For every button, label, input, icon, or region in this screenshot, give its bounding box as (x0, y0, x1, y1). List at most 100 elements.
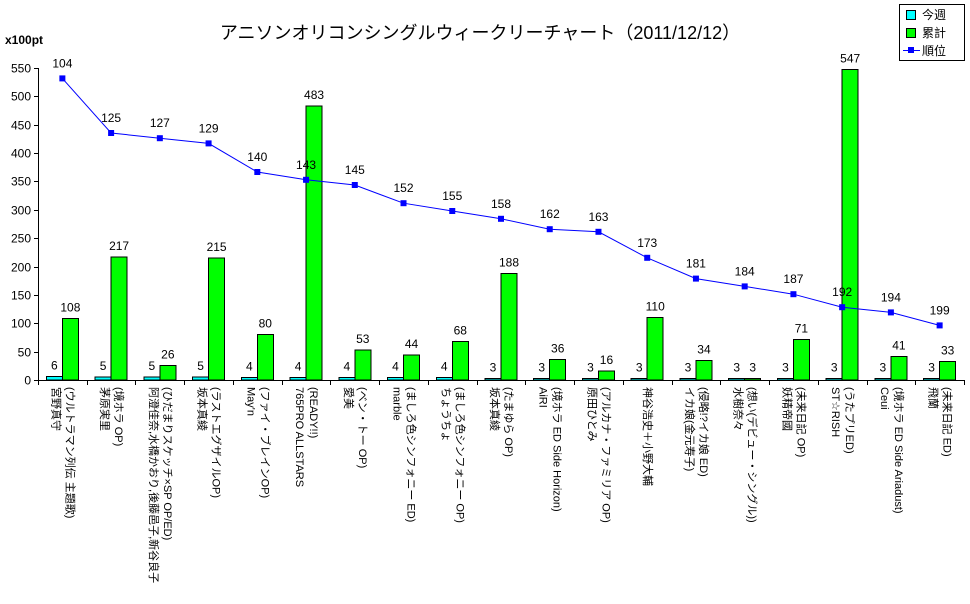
x-tick-label-artist: 765PRO ALLSTARS (293, 387, 306, 488)
cumulative-points-bar (695, 360, 713, 381)
x-tick-label-song: (READY!!) (307, 387, 320, 439)
x-tick-label: 坂本真綾 (ラストエグザイルOP) (195, 387, 223, 498)
x-tick-label: 飛蘭 (未来日記 ED) (926, 387, 954, 457)
y-tick-label: 50 (18, 346, 32, 360)
x-tick-label: 水樹奈々 (想い(デビュー・シングル)) (731, 387, 759, 523)
rank-marker (790, 291, 797, 298)
cumulative-points-bar (451, 340, 469, 381)
x-tick-label-artist: 妖精帝國 (780, 387, 793, 431)
x-tick-label: 765PRO ALLSTARS (READY!!) (292, 387, 320, 487)
x-tick-label: May'n (ファイ・ブレインOP) (243, 387, 271, 498)
weekly-points-label: 4 (441, 360, 448, 374)
weekly-points-label: 4 (295, 360, 302, 374)
weekly-points-label: 3 (782, 360, 789, 374)
weekly-points-label: 3 (587, 360, 594, 374)
rank-label: 192 (832, 285, 852, 299)
cumulative-points-bar (208, 257, 226, 381)
x-tick-label-artist: May'n (244, 387, 257, 416)
x-tick-label-song: (境ホラ OP) (112, 387, 125, 447)
legend: 今週 累計 順位 (899, 4, 965, 61)
rank-marker (400, 200, 407, 207)
rank-marker (351, 182, 358, 188)
cumulative-points-bar (597, 370, 615, 381)
weekly-points-label: 3 (831, 360, 838, 374)
x-tick-label-artist: 神谷浩史＋小野大輔 (641, 387, 654, 486)
rank-label: 104 (52, 56, 72, 70)
cumulative-points-bar (354, 349, 372, 381)
cumulative-points-label: 53 (356, 332, 370, 346)
y-tick-label: 100 (11, 317, 31, 331)
cumulative-points-bar (939, 360, 957, 381)
y-tick-label: 150 (11, 289, 31, 303)
x-tick-label: ST☆RISH (うたプリED) (828, 387, 856, 454)
rank-marker (692, 275, 699, 282)
rank-marker (741, 283, 748, 290)
rank-marker (887, 309, 894, 316)
rank-label: 163 (588, 210, 608, 224)
legend-marker-rank (908, 47, 914, 53)
x-tick-label-song: (未来日記 ED) (940, 387, 953, 457)
x-tick-label-artist: 原田ひとみ (585, 387, 598, 442)
rank-marker (205, 140, 212, 147)
weekly-points-label: 3 (685, 360, 692, 374)
rank-marker (156, 135, 163, 142)
weekly-points-label: 3 (636, 360, 643, 374)
rank-label: 140 (247, 150, 267, 164)
cumulative-points-bar (159, 364, 177, 381)
x-tick-label-song: (ましろ色シンフォニー OP) (453, 387, 466, 523)
cumulative-points-label: 108 (60, 301, 80, 315)
x-tick-label-song: (ひだまりスケッチ×SP OP/ED) (160, 387, 173, 541)
cumulative-points-bar (549, 359, 567, 381)
rank-marker (498, 215, 504, 222)
rank-label: 181 (686, 257, 706, 271)
y-tick-label: 200 (11, 261, 31, 275)
y-axis-unit-label: x100pt (5, 33, 44, 47)
weekly-points-label: 3 (733, 360, 740, 374)
x-tick-label-song: (うたプリED) (843, 387, 856, 454)
rank-label: 155 (442, 189, 462, 203)
legend-label-cumulative: 累計 (922, 26, 947, 40)
rank-marker (936, 322, 943, 329)
rank-marker (595, 228, 602, 235)
cumulative-points-bar (305, 105, 323, 381)
x-tick-label-artist: 水樹奈々 (731, 387, 744, 431)
rank-marker (59, 75, 66, 82)
x-tick-label-artist: イカ娘(金元寿子) (682, 387, 695, 472)
legend-item-rank: 順位 (900, 42, 964, 60)
weekly-points-label: 3 (928, 360, 935, 374)
x-tick-label-song: (未来日記 OP) (794, 387, 807, 458)
cumulative-points-label: 217 (109, 239, 129, 253)
x-tick-label-song: (想い(デビュー・シングル)) (745, 387, 758, 523)
cumulative-points-label: 188 (499, 255, 519, 269)
x-tick-label-song: (アルカナ・ファミリア OP) (599, 387, 612, 523)
x-tick-label-song: (ラストエグザイルOP) (209, 387, 222, 498)
weekly-points-label: 6 (51, 359, 58, 373)
legend-swatch-cumulative (906, 28, 916, 38)
rank-marker (644, 254, 651, 261)
x-tick-label-artist: 坂本真綾 (195, 387, 208, 431)
rank-label: 143 (296, 158, 316, 172)
axes: 0 50 100 150 200 250 300 350 400 450 500 550 (11, 62, 965, 388)
x-tick-label-song: (ベン・トー OP) (355, 387, 368, 469)
x-tick-label-song: (ファイ・ブレインOP) (258, 387, 271, 499)
weekly-points-label: 4 (343, 360, 350, 374)
rank-label: 158 (491, 197, 511, 211)
cumulative-points-bar (792, 339, 810, 381)
x-tick-label-artist: ST☆RISH (829, 387, 842, 438)
x-tick-label-artist: 飛蘭 (926, 387, 939, 409)
rank-label: 127 (150, 116, 170, 130)
x-tick-label-artist: 愛美 (341, 387, 354, 409)
cumulative-points-bar (110, 256, 128, 381)
rank-label: 152 (394, 181, 414, 195)
rank-label: 162 (540, 207, 560, 221)
cumulative-points-label: 80 (259, 317, 273, 331)
weekly-points-label: 5 (148, 359, 155, 373)
x-tick-label: 原田ひとみ (アルカナ・ファミリア OP) (585, 387, 613, 523)
x-tick-label: 茅原実里 (境ホラ OP) (97, 387, 125, 446)
cumulative-points-label: 36 (551, 342, 565, 356)
x-tick-label-song: (境ホラ ED Side Horizon) (550, 387, 563, 512)
x-tick-label-song: (たまゆら OP) (502, 387, 514, 457)
